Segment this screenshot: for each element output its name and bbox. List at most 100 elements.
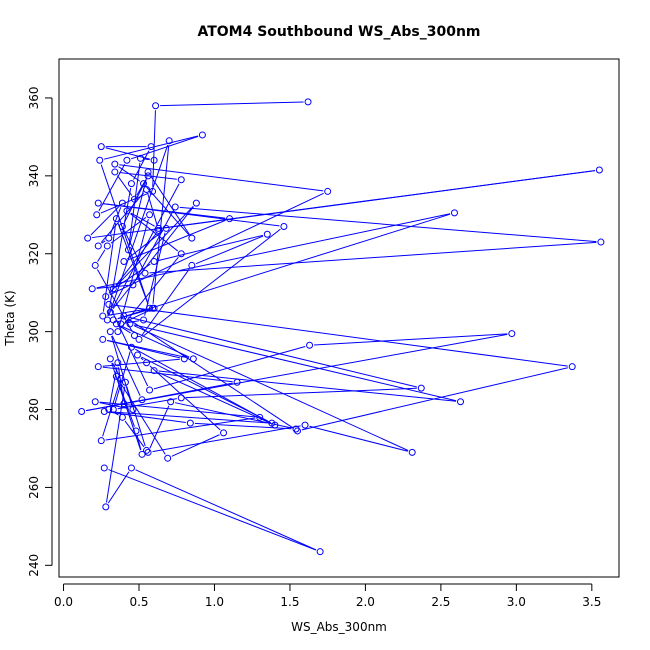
series-segment <box>136 435 142 451</box>
series-segment <box>194 422 292 430</box>
x-axis-label: WS_Abs_300nm <box>291 620 387 634</box>
series-segment <box>158 370 457 402</box>
plot-frame <box>58 58 620 578</box>
series-segment <box>128 162 141 246</box>
data-point <box>198 131 206 139</box>
data-point <box>120 400 128 408</box>
series-segment <box>120 256 179 329</box>
x-tick-label: 0.0 <box>54 595 73 609</box>
series-segment <box>102 382 121 437</box>
x-tick-label: 1.5 <box>280 595 299 609</box>
series-segment <box>131 135 199 160</box>
data-point <box>133 351 141 359</box>
series-segment <box>113 304 568 367</box>
data-point <box>130 332 138 340</box>
series-segment <box>117 222 149 305</box>
series-segment <box>98 163 126 212</box>
data-point <box>143 359 151 367</box>
data-point <box>233 378 241 386</box>
y-tick-label: 260 <box>27 476 41 499</box>
series-segment <box>195 235 264 265</box>
data-point <box>508 330 516 338</box>
x-tick-label: 2.0 <box>356 595 375 609</box>
series-segment <box>130 212 155 227</box>
x-tick-label: 0.5 <box>129 595 148 609</box>
y-axis: 240 260 280 300 320 340 360 <box>27 86 53 577</box>
series-segment <box>111 335 133 406</box>
data-point <box>143 185 151 193</box>
series-segment <box>128 316 418 388</box>
series-segment <box>314 333 508 346</box>
data-point <box>102 293 110 301</box>
y-tick-label: 300 <box>27 320 41 343</box>
data-point <box>150 156 158 164</box>
series-segment <box>97 249 106 262</box>
y-tick-label: 360 <box>27 86 41 109</box>
series-segment <box>124 309 151 323</box>
data-point <box>111 160 119 168</box>
data-point <box>177 250 185 258</box>
data-point <box>186 419 194 427</box>
data-point <box>144 168 152 176</box>
data-point <box>595 166 603 174</box>
data-point <box>304 98 312 106</box>
data-point <box>94 363 102 371</box>
series-segment <box>127 219 226 261</box>
data-point <box>220 429 228 437</box>
data-point <box>177 394 185 402</box>
series-segment <box>123 230 144 270</box>
series-segment <box>133 325 409 451</box>
data-point <box>132 427 140 435</box>
y-axis-label: Theta (K) <box>3 290 17 346</box>
x-tick-label: 2.5 <box>431 595 450 609</box>
data-point <box>120 312 128 320</box>
series-segment <box>92 170 595 239</box>
data-point <box>162 224 170 232</box>
data-point <box>167 398 175 406</box>
series-segment <box>149 405 170 449</box>
series-segment <box>136 179 147 196</box>
data-point <box>96 156 104 164</box>
data-point <box>293 427 301 435</box>
data-point <box>91 398 99 406</box>
data-point <box>94 199 102 207</box>
data-point <box>189 355 197 363</box>
series-segment <box>107 339 190 359</box>
data-point <box>106 308 114 316</box>
series-segment <box>117 398 177 410</box>
data-point <box>121 378 129 386</box>
data-point <box>149 187 157 195</box>
series-segment <box>107 187 132 316</box>
data-point <box>99 335 107 343</box>
data-point <box>155 224 163 232</box>
data-point <box>177 176 185 184</box>
data-point <box>301 421 309 429</box>
series-segment <box>108 469 317 551</box>
data-point <box>118 199 126 207</box>
data-point <box>135 335 143 343</box>
series-segment <box>127 230 163 260</box>
data-point <box>118 222 126 230</box>
series-segment <box>152 425 301 453</box>
data-point <box>129 281 137 289</box>
series-segment <box>133 150 150 180</box>
data-point <box>130 195 138 203</box>
data-point <box>100 407 108 415</box>
series-segment <box>149 241 597 274</box>
data-point <box>97 437 105 445</box>
data-point <box>106 328 114 336</box>
chart-title: ATOM4 Southbound WS_Abs_300nm <box>197 24 480 40</box>
series-segment <box>101 240 106 244</box>
x-tick-label: 3.5 <box>582 595 601 609</box>
data-point <box>118 413 126 421</box>
series-segment <box>90 205 120 236</box>
data-point <box>105 234 113 242</box>
x-tick-label: 3.0 <box>507 595 526 609</box>
data-point <box>192 199 200 207</box>
data-point <box>408 448 416 456</box>
data-point <box>103 242 111 250</box>
series-segment <box>107 308 149 316</box>
data-point <box>84 234 92 242</box>
data-point <box>126 320 134 328</box>
